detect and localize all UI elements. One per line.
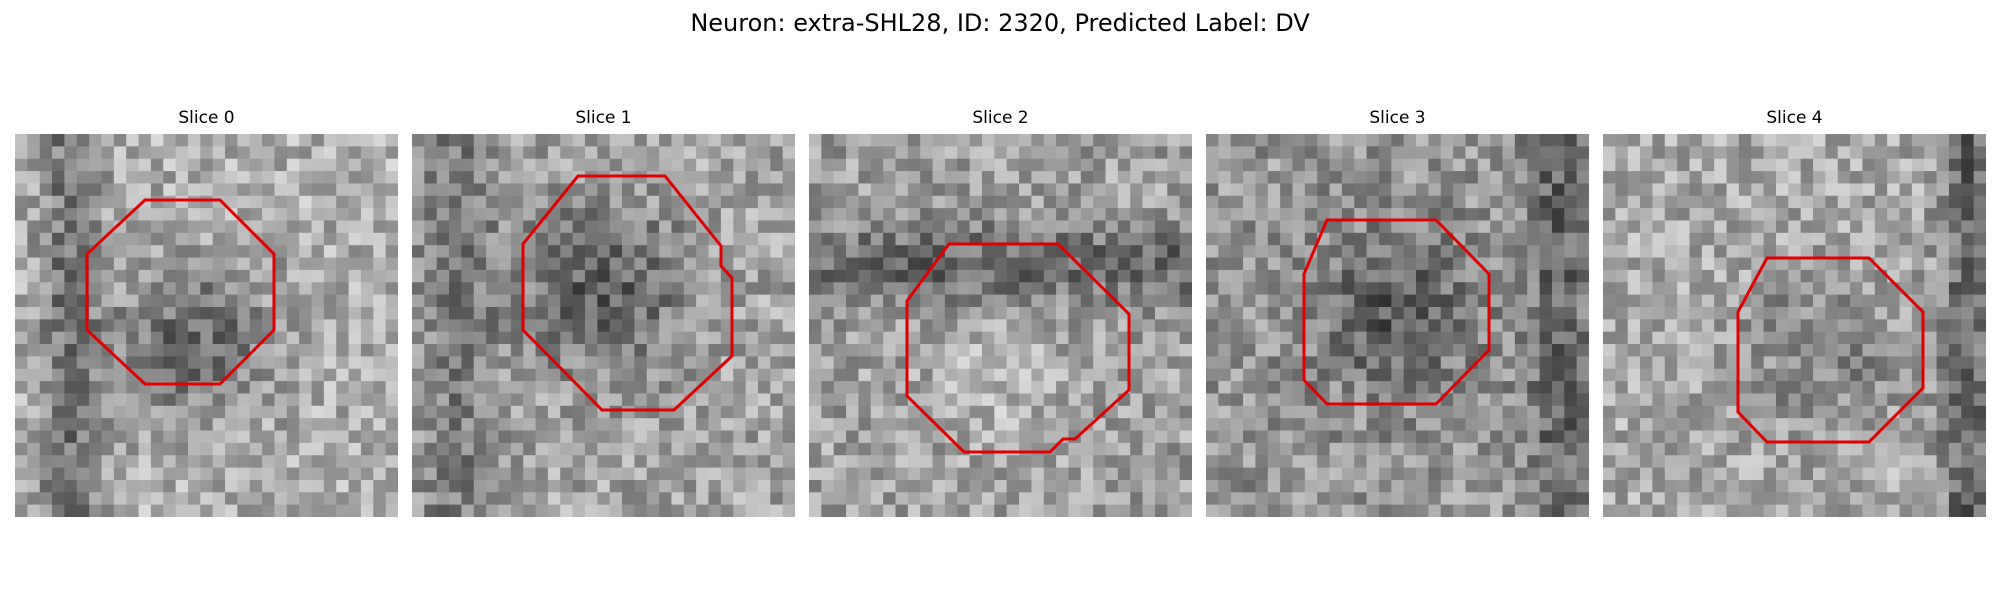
slice-image <box>809 134 1192 517</box>
slice-title: Slice 0 <box>178 108 235 128</box>
slice-title: Slice 4 <box>1766 108 1823 128</box>
pixel-grid <box>1206 134 1589 517</box>
slice-image <box>1603 134 1986 517</box>
roi-outline <box>1736 256 1925 444</box>
pixel-grid <box>412 134 795 517</box>
slice-title: Slice 3 <box>1369 108 1426 128</box>
pixel-grid <box>1603 134 1986 517</box>
slice-image <box>412 134 795 517</box>
roi-outline <box>1302 218 1491 406</box>
slice-panel-0: Slice 0 <box>15 106 398 530</box>
slice-panel-4: Slice 4 <box>1603 106 1986 530</box>
roi-outline <box>521 174 734 412</box>
slice-panel-2: Slice 2 <box>809 106 1192 530</box>
slice-image <box>15 134 398 517</box>
roi-outline <box>905 242 1131 454</box>
pixel-grid <box>15 134 398 517</box>
slice-title: Slice 1 <box>575 108 632 128</box>
slice-panel-1: Slice 1 <box>412 106 795 530</box>
roi-outline <box>85 198 276 386</box>
figure-title: Neuron: extra-SHL28, ID: 2320, Predicted… <box>690 9 1310 37</box>
slice-panel-3: Slice 3 <box>1206 106 1589 530</box>
pixel-grid <box>809 134 1192 517</box>
slice-image <box>1206 134 1589 517</box>
slice-title: Slice 2 <box>972 108 1029 128</box>
